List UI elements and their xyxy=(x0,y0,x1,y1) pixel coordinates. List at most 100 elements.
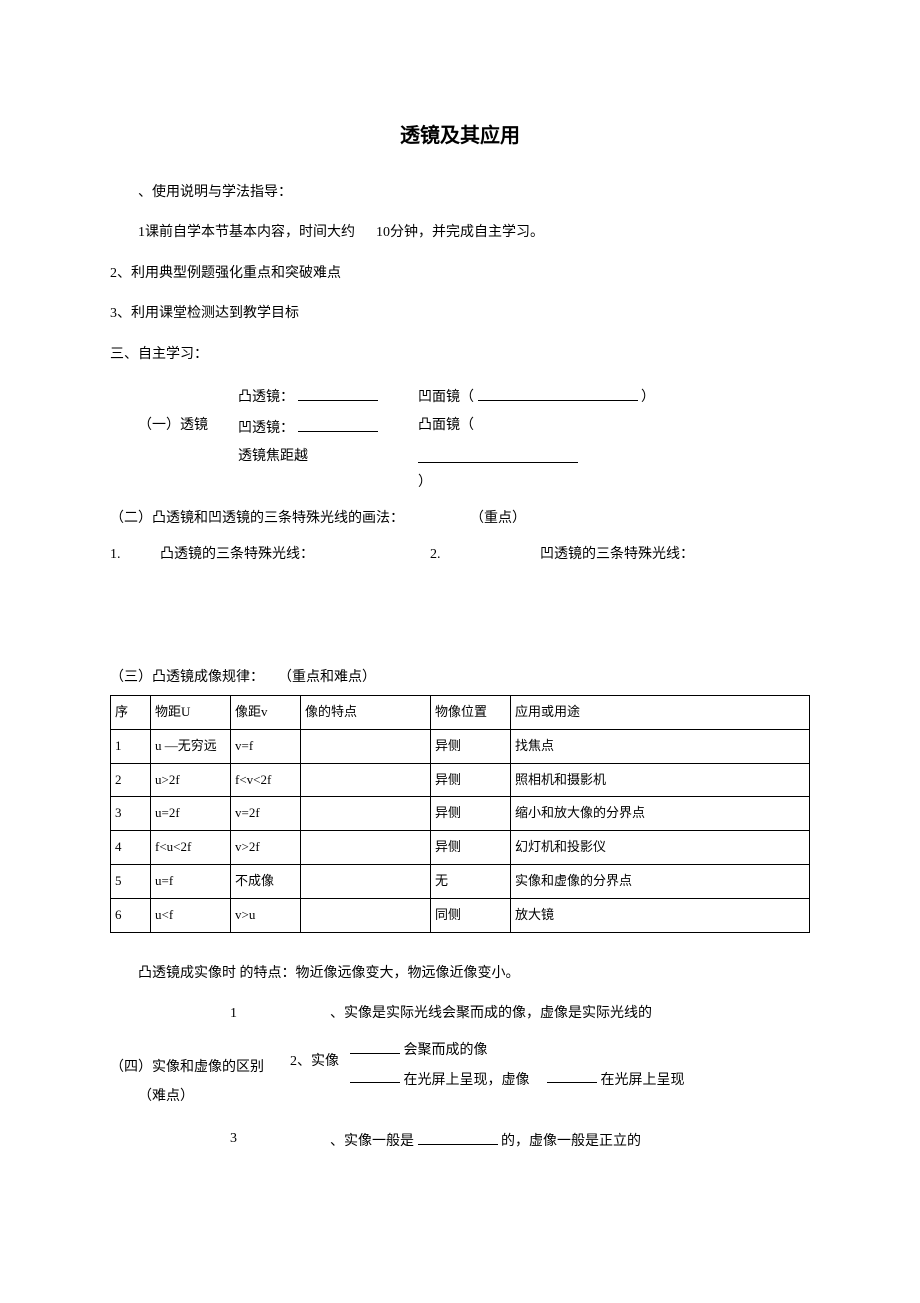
table-cell xyxy=(301,763,431,797)
s4-text3b: 的，虚像一般是正立的 xyxy=(501,1134,641,1149)
instruction-1: 1课前自学本节基本内容，时间大约 10分钟，并完成自主学习。 xyxy=(110,222,810,244)
section4-item1: 1 、实像是实际光线会聚而成的像，虚像是实际光线的 xyxy=(110,1003,810,1025)
s4-text1: 、实像是实际光线会聚而成的像，虚像是实际光线的 xyxy=(330,1003,810,1025)
table-cell: 异侧 xyxy=(431,763,511,797)
table-header: 像的特点 xyxy=(301,696,431,730)
table-header: 像距v xyxy=(231,696,301,730)
blank-fill xyxy=(350,1067,400,1084)
instruction-1b: 10分钟，并完成自主学习。 xyxy=(376,225,544,240)
table-row: 4 f<u<2f v>2f 异侧 幻灯机和投影仪 xyxy=(111,831,810,865)
table-cell: 放大镜 xyxy=(511,898,810,932)
table-cell: u=2f xyxy=(151,797,231,831)
table-cell: 2 xyxy=(111,763,151,797)
blank-fill xyxy=(547,1067,597,1084)
section3-header: （三）凸透镜成像规律： （重点和难点） xyxy=(110,667,810,689)
s4-text2c: 在光屏上呈现 xyxy=(601,1072,685,1087)
table-header: 序 xyxy=(111,696,151,730)
blank-fill xyxy=(350,1037,400,1054)
section2-header: （二）凸透镜和凹透镜的三条特殊光线的画法： （重点） xyxy=(110,508,810,530)
lens-row-focal: 透镜焦距越 ） xyxy=(110,446,810,494)
table-cell: 同侧 xyxy=(431,898,511,932)
convex-rays-label: 凸透镜的三条特殊光线： xyxy=(160,544,430,566)
close-paren: ） xyxy=(418,475,432,490)
table-cell: v=f xyxy=(231,729,301,763)
page-title: 透镜及其应用 xyxy=(110,120,810,152)
table-cell: u<f xyxy=(151,898,231,932)
table-header: 应用或用途 xyxy=(511,696,810,730)
concave-rays-label: 凹透镜的三条特殊光线： xyxy=(540,544,810,566)
drawing-space xyxy=(110,577,810,667)
blank-fill xyxy=(418,1128,498,1145)
instruction-2: 2、利用典型例题强化重点和突破难点 xyxy=(110,263,810,285)
section4-block: （四）实像和虚像的区别 （难点） 2、实像 会聚而成的像 在光屏上呈现，虚像 在… xyxy=(110,1037,810,1108)
table-header: 物距U xyxy=(151,696,231,730)
table-cell: 找焦点 xyxy=(511,729,810,763)
section2-note: （重点） xyxy=(430,508,810,530)
usage-instructions-header: 、使用说明与学法指导： xyxy=(110,182,810,204)
convex-lens-label: 凸透镜： xyxy=(238,390,294,405)
concave-lens-label: 凹透镜： xyxy=(238,421,294,436)
table-header-row: 序 物距U 像距v 像的特点 物像位置 应用或用途 xyxy=(111,696,810,730)
s4-text2a: 会聚而成的像 xyxy=(404,1043,488,1058)
table-cell: u —无穷远 xyxy=(151,729,231,763)
table-cell xyxy=(301,729,431,763)
table-cell: 4 xyxy=(111,831,151,865)
table-row: 5 u=f 不成像 无 实像和虚像的分界点 xyxy=(111,865,810,899)
table-cell: v=2f xyxy=(231,797,301,831)
blank-fill xyxy=(298,384,378,401)
table-cell: u>2f xyxy=(151,763,231,797)
table-cell: f<v<2f xyxy=(231,763,301,797)
instruction-1a: 1课前自学本节基本内容，时间大约 xyxy=(138,225,355,240)
section3-note: （重点和难点） xyxy=(278,670,376,685)
section4-sub: （难点） xyxy=(110,1086,290,1108)
instruction-3: 3、利用课堂检测达到教学目标 xyxy=(110,303,810,325)
table-cell: f<u<2f xyxy=(151,831,231,865)
blank-fill xyxy=(478,384,638,401)
special-rays-row: 1. 凸透镜的三条特殊光线： 2. 凹透镜的三条特殊光线： xyxy=(110,544,810,566)
table-row: 6 u<f v>u 同侧 放大镜 xyxy=(111,898,810,932)
section3-title: （三）凸透镜成像规律： xyxy=(110,670,264,685)
table-row: 3 u=2f v=2f 异侧 缩小和放大像的分界点 xyxy=(111,797,810,831)
table-cell: 实像和虚像的分界点 xyxy=(511,865,810,899)
lens-row-convex: 凸透镜： 凹面镜（ ） xyxy=(110,384,810,409)
section3-summary: 凸透镜成实像时 的特点：物近像远像变大，物远像近像变小。 xyxy=(110,963,810,985)
blank-fill xyxy=(298,415,378,432)
table-cell xyxy=(301,865,431,899)
table-cell: 异侧 xyxy=(431,831,511,865)
table-cell: 6 xyxy=(111,898,151,932)
table-header: 物像位置 xyxy=(431,696,511,730)
table-row: 2 u>2f f<v<2f 异侧 照相机和摄影机 xyxy=(111,763,810,797)
table-cell xyxy=(301,898,431,932)
section4-label: （四）实像和虚像的区别 xyxy=(110,1057,290,1079)
table-cell: 异侧 xyxy=(431,797,511,831)
concave-mirror-label: 凹面镜（ xyxy=(418,390,474,405)
convex-mirror-label: 凸面镜（ xyxy=(418,418,474,433)
num-1: 1. xyxy=(110,544,160,566)
table-cell: 5 xyxy=(111,865,151,899)
table-cell: u=f xyxy=(151,865,231,899)
table-cell: 缩小和放大像的分界点 xyxy=(511,797,810,831)
s4-num1: 1 xyxy=(230,1003,330,1025)
lens-row-concave: （一）透镜 凹透镜： 凸面镜（ xyxy=(110,415,810,440)
table-row: 1 u —无穷远 v=f 异侧 找焦点 xyxy=(111,729,810,763)
focal-length-label: 透镜焦距越 xyxy=(238,449,308,464)
section2-title: （二）凸透镜和凹透镜的三条特殊光线的画法： xyxy=(110,508,430,530)
table-cell: 无 xyxy=(431,865,511,899)
s4-text2b: 在光屏上呈现，虚像 xyxy=(404,1072,530,1087)
s4-num3: 3 xyxy=(230,1128,330,1153)
section-3-header: 三、自主学习： xyxy=(110,344,810,366)
s4-num2: 2、实像 xyxy=(290,1037,350,1073)
table-cell xyxy=(301,797,431,831)
table-cell xyxy=(301,831,431,865)
s4-text3a: 、实像一般是 xyxy=(330,1134,414,1149)
table-cell: 照相机和摄影机 xyxy=(511,763,810,797)
section1-label: （一）透镜 xyxy=(138,415,238,437)
imaging-rules-table: 序 物距U 像距v 像的特点 物像位置 应用或用途 1 u —无穷远 v=f 异… xyxy=(110,695,810,933)
table-cell: v>2f xyxy=(231,831,301,865)
table-cell: 幻灯机和投影仪 xyxy=(511,831,810,865)
table-cell: v>u xyxy=(231,898,301,932)
close-paren: ） xyxy=(641,390,655,405)
table-cell: 1 xyxy=(111,729,151,763)
table-cell: 异侧 xyxy=(431,729,511,763)
blank-fill xyxy=(418,446,578,463)
